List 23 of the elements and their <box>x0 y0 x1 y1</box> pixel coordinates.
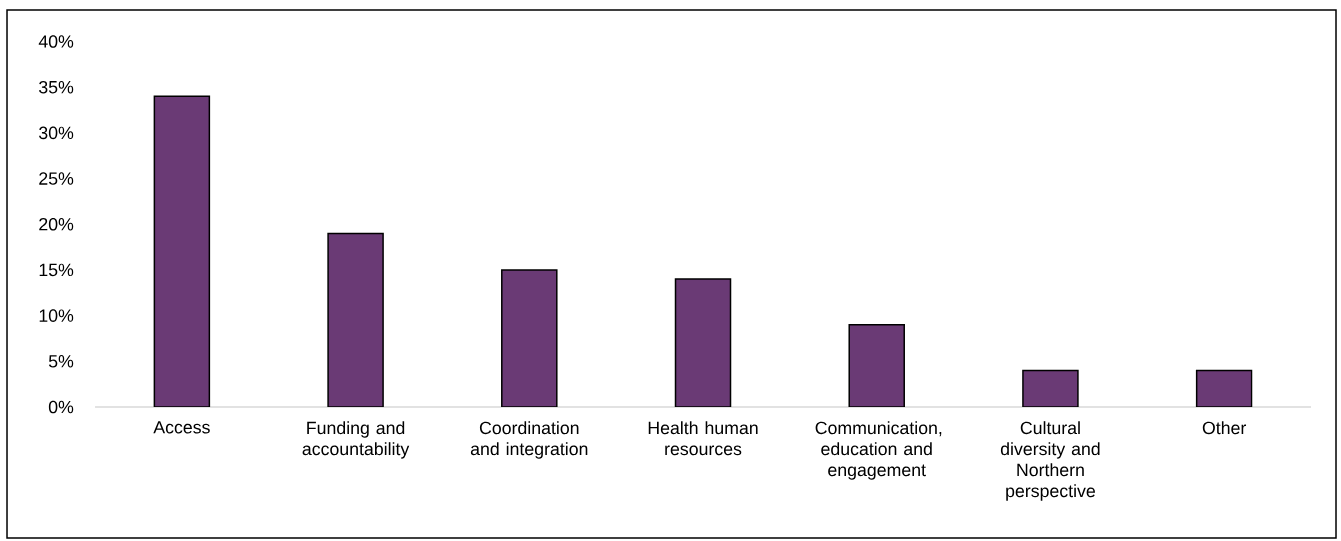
bar <box>501 269 558 407</box>
bar <box>1022 369 1079 407</box>
x-tick-label: Communication, education and engagement <box>815 421 942 480</box>
bar <box>1195 369 1253 407</box>
x-tick-label: Funding and accountability <box>302 421 410 459</box>
y-tick-label: 35% <box>39 80 74 94</box>
y-tick-label: 40% <box>38 35 74 48</box>
y-tick-label: 25% <box>39 172 74 185</box>
bar <box>327 232 384 407</box>
bar <box>153 95 211 407</box>
bar <box>848 324 905 407</box>
x-tick-label: Health human resources <box>648 421 758 456</box>
y-tick-label: 10% <box>39 309 74 322</box>
x-tick-label: Coordination and integration <box>470 421 588 459</box>
x-tick-label: Access <box>153 421 210 434</box>
y-tick-label: 30% <box>39 126 74 140</box>
x-tick-label: Cultural diversity and Northern perspective <box>1000 421 1100 501</box>
y-tick-label: 20% <box>39 217 74 231</box>
y-tick-label: 5% <box>48 355 74 368</box>
bar <box>674 278 732 407</box>
y-tick-label: 15% <box>39 263 74 277</box>
y-tick-label: 0% <box>48 400 74 414</box>
x-tick-label: Other <box>1202 421 1247 435</box>
